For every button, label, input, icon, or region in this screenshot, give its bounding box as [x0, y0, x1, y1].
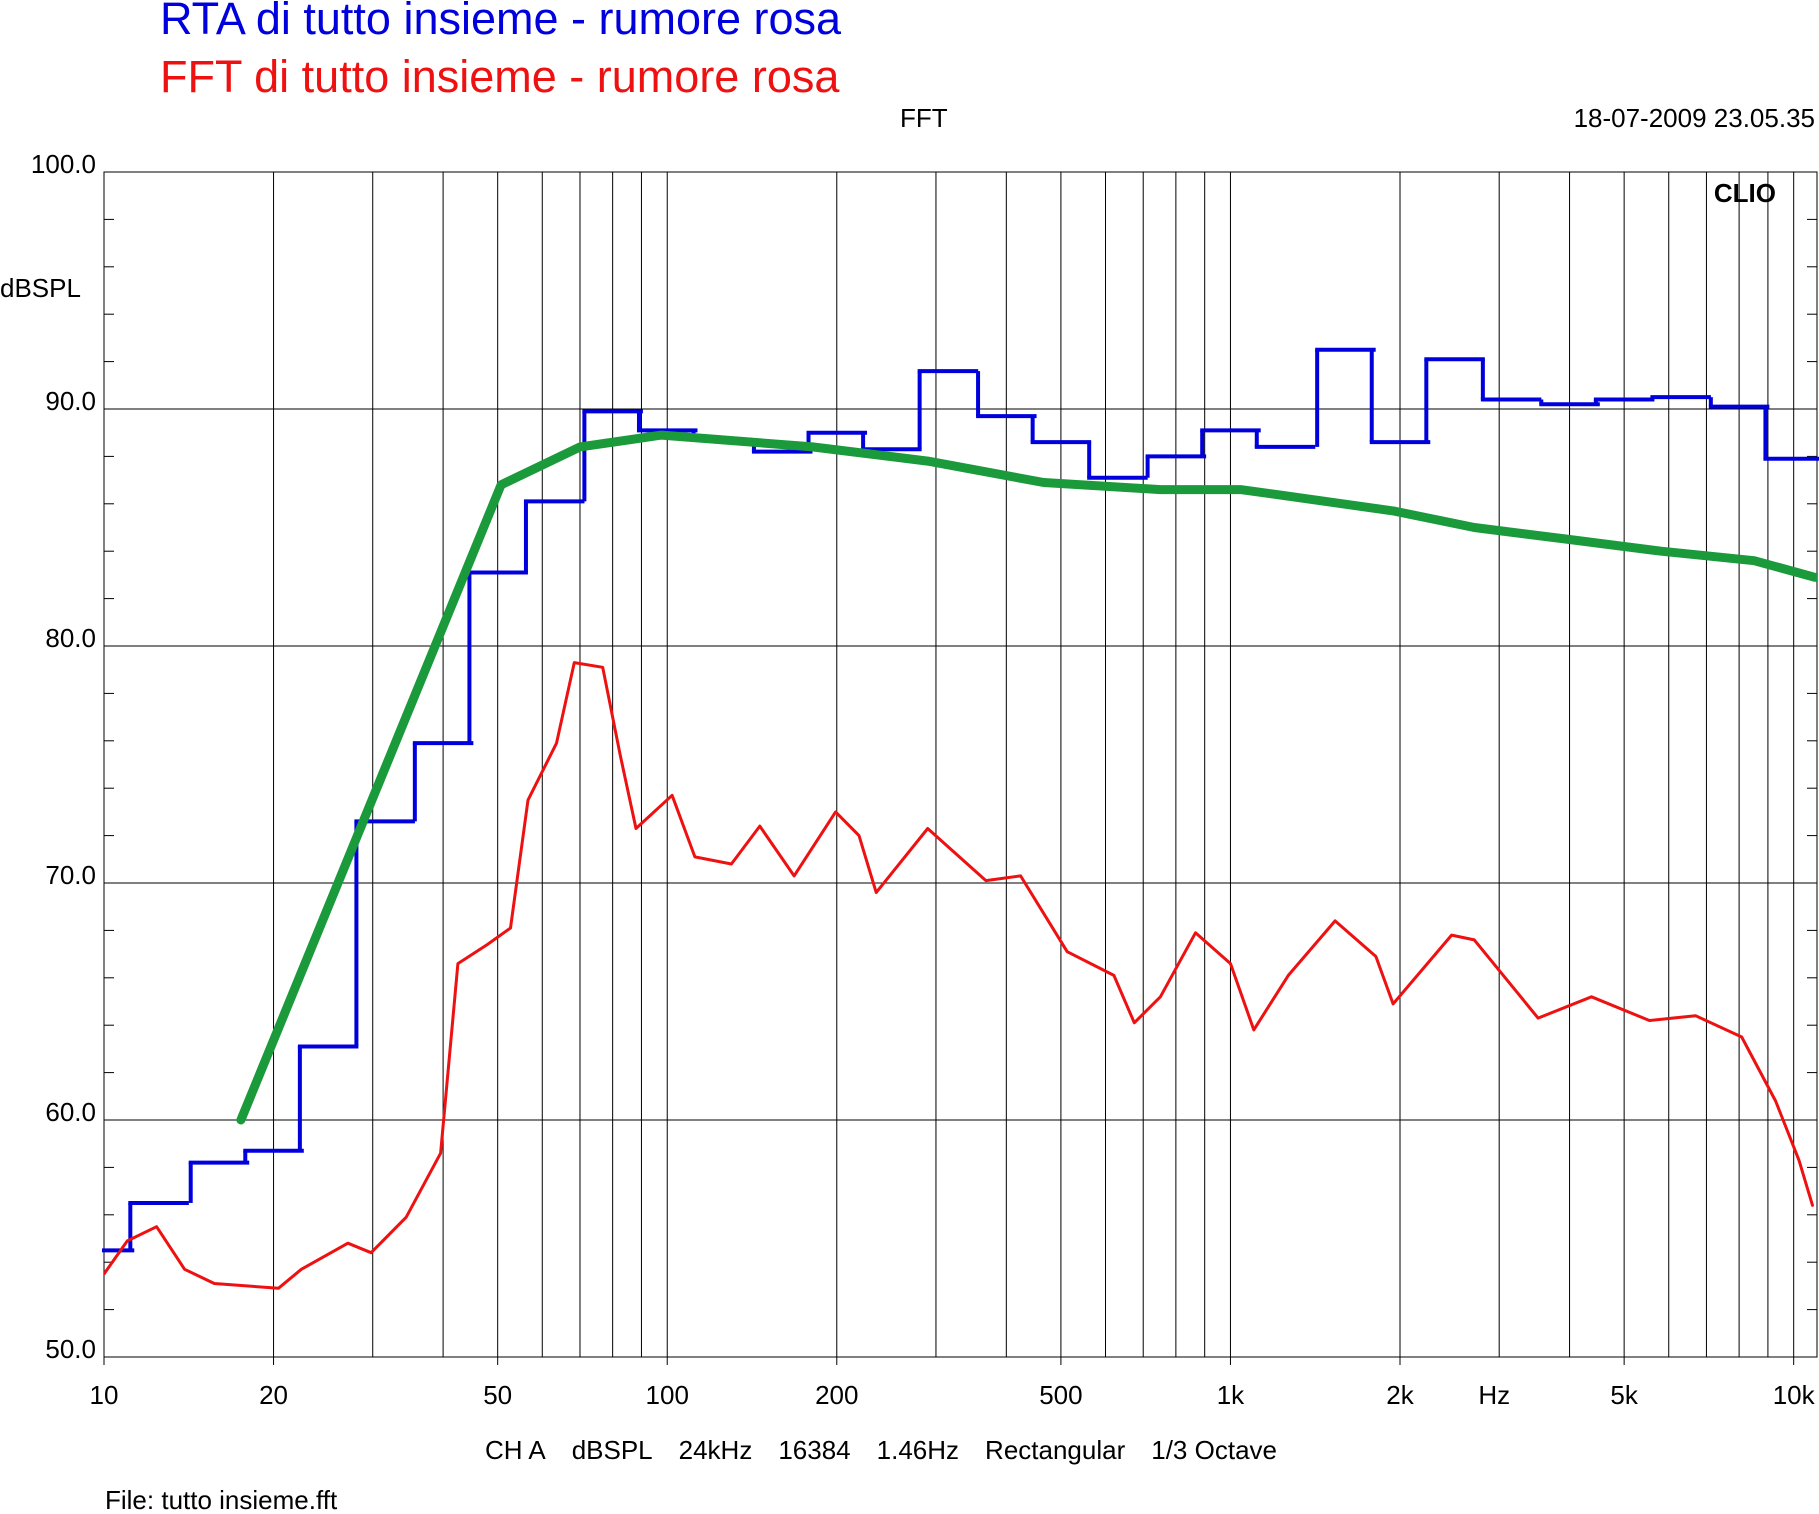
x-axis-label: Hz — [1478, 1380, 1510, 1410]
settings-item: dBSPL — [572, 1435, 653, 1465]
settings-item: Rectangular — [985, 1435, 1126, 1465]
y-tick-label: 80.0 — [45, 623, 96, 653]
y-tick-label: 50.0 — [45, 1334, 96, 1364]
x-tick-label: 50 — [483, 1380, 512, 1410]
mode-label: FFT — [900, 103, 948, 133]
x-tick-label: 2k — [1386, 1380, 1414, 1410]
chart-title: RTA di tutto insieme - rumore rosa — [160, 0, 842, 44]
settings-item: 1/3 Octave — [1151, 1435, 1277, 1465]
x-tick-label: 10 — [90, 1380, 119, 1410]
y-tick-label: 100.0 — [31, 149, 96, 179]
y-tick-label: 70.0 — [45, 860, 96, 890]
x-tick-label: 5k — [1610, 1380, 1638, 1410]
plot-frame — [103, 171, 1818, 1358]
settings-item: 16384 — [778, 1435, 850, 1465]
settings-item: CH A — [485, 1435, 546, 1465]
timestamp: 18-07-2009 23.05.35 — [1574, 103, 1815, 133]
y-axis-label: dBSPL — [0, 273, 81, 303]
brand: CLIO — [1714, 178, 1776, 208]
chart-subtitle: FFT di tutto insieme - rumore rosa — [160, 51, 840, 102]
y-tick-label: 90.0 — [45, 386, 96, 416]
settings-item: 24kHz — [679, 1435, 753, 1465]
x-tick-label: 10k — [1773, 1380, 1816, 1410]
settings-item: 1.46Hz — [877, 1435, 959, 1465]
x-tick-label: 1k — [1217, 1380, 1245, 1410]
x-tick-label: 100 — [646, 1380, 689, 1410]
file-label: File: tutto insieme.fft — [105, 1485, 338, 1514]
x-tick-label: 20 — [259, 1380, 288, 1410]
trend-line — [236, 430, 1817, 1125]
fft-line — [104, 661, 1814, 1290]
x-tick-label: 500 — [1039, 1380, 1082, 1410]
y-tick-label: 60.0 — [45, 1097, 96, 1127]
x-tick-label: 200 — [815, 1380, 858, 1410]
